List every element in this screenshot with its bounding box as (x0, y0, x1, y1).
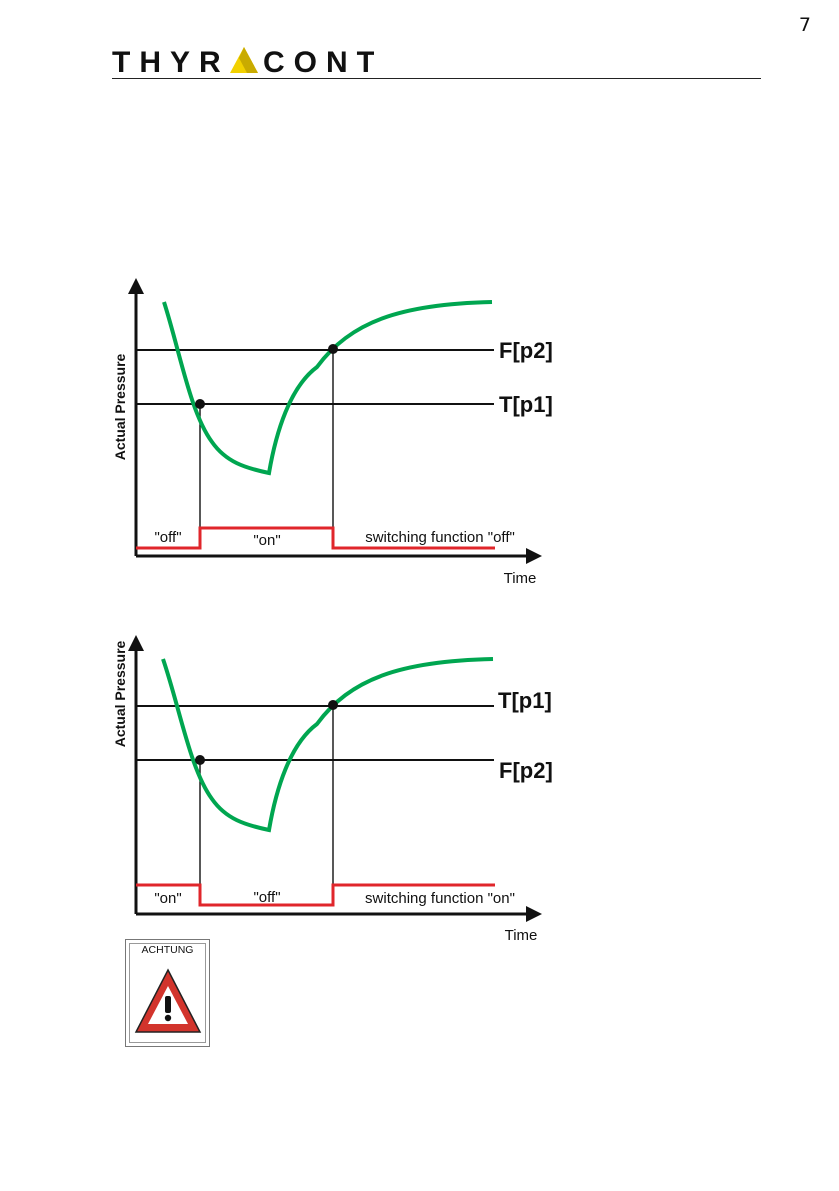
y-axis-label: Actual Pressure (112, 640, 128, 747)
x-axis (136, 548, 542, 564)
page-number: 7 (798, 14, 811, 36)
segment-label-last: switching function "on" (365, 890, 515, 907)
warning-label: ACHTUNG (141, 944, 194, 956)
exclamation-triangle-icon (134, 968, 202, 1033)
header-rule (112, 78, 761, 79)
switching-diagram-1: Actual Pressure Time F[p2] T[p1] "off" "… (100, 272, 570, 592)
switch-off-point (195, 755, 205, 765)
switching-signal (136, 526, 495, 550)
thyracont-logo: THYR CONT (112, 43, 374, 75)
lower-threshold-label: F[p2] (499, 758, 553, 783)
segment-label-middle: "on" (253, 532, 280, 549)
warning-sign-frame (129, 943, 206, 1043)
svg-text:THYR: THYR (112, 46, 230, 75)
segment-label-first: "off" (154, 529, 181, 546)
switching-signal (136, 883, 495, 907)
x-axis-label: Time (504, 570, 537, 587)
pressure-curve (161, 657, 494, 833)
switching-diagram-2: Actual Pressure Time T[p1] F[p2] "on" "o… (100, 629, 570, 949)
segment-label-middle: "off" (253, 889, 280, 906)
warning-sign: ACHTUNG (125, 939, 210, 1047)
svg-text:CONT: CONT (263, 46, 374, 75)
y-axis (128, 278, 144, 556)
y-axis (128, 635, 144, 914)
pressure-curve (162, 300, 493, 476)
switch-off-point (328, 344, 338, 354)
lower-threshold-label: T[p1] (499, 392, 553, 417)
switch-on-point (195, 399, 205, 409)
y-axis-label: Actual Pressure (112, 353, 128, 460)
upper-threshold-label: F[p2] (499, 338, 553, 363)
segment-label-first: "on" (154, 890, 181, 907)
segment-label-last: switching function "off" (365, 529, 515, 546)
switch-on-point (328, 700, 338, 710)
upper-threshold-label: T[p1] (498, 688, 552, 713)
x-axis (136, 906, 542, 922)
x-axis-label: Time (505, 927, 538, 944)
